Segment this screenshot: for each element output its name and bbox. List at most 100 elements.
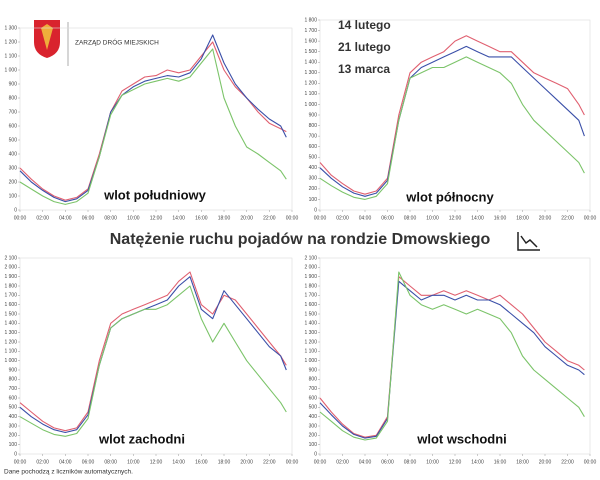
y-tick-label: 1 900 [304, 274, 317, 280]
series-line [319, 45, 585, 197]
y-tick-label: 600 [9, 395, 18, 401]
x-tick-label: 00:00 [314, 459, 327, 465]
series-line [19, 34, 287, 203]
series-line [19, 285, 287, 437]
y-tick-label: 1 100 [4, 349, 17, 355]
x-tick-label: 04:00 [359, 215, 372, 221]
title-icon [517, 232, 540, 251]
y-tick-label: 600 [309, 144, 318, 150]
x-tick-label: 14:00 [471, 215, 484, 221]
x-tick-label: 06:00 [82, 459, 95, 465]
x-tick-label: 14:00 [471, 459, 484, 465]
x-tick-label: 16:00 [195, 215, 208, 221]
y-tick-label: 200 [309, 186, 318, 192]
y-tick-label: 500 [309, 155, 318, 161]
x-tick-label: 06:00 [381, 215, 394, 221]
y-tick-label: 0 [14, 207, 17, 213]
chart-annotation: wlot wschodni [416, 431, 507, 446]
x-tick-label: 16:00 [195, 459, 208, 465]
x-tick-label: 20:00 [240, 215, 253, 221]
x-tick-label: 08:00 [104, 459, 117, 465]
x-tick-label: 18:00 [516, 215, 529, 221]
x-tick-label: 12:00 [150, 215, 163, 221]
y-tick-label: 1 800 [304, 283, 317, 289]
x-tick-label: 10:00 [426, 459, 439, 465]
y-tick-label: 1 700 [304, 28, 317, 34]
y-tick-label: 1 300 [304, 330, 317, 336]
y-tick-label: 100 [9, 442, 18, 448]
y-tick-label: 900 [9, 367, 18, 373]
y-tick-label: 1 700 [304, 293, 317, 299]
y-tick-label: 400 [9, 414, 18, 420]
y-tick-label: 1 200 [4, 339, 17, 345]
x-tick-label: 06:00 [381, 459, 394, 465]
y-tick-label: 1 200 [304, 339, 317, 345]
y-tick-label: 1 500 [304, 311, 317, 317]
y-tick-label: 0 [14, 451, 17, 457]
y-tick-label: 800 [309, 377, 318, 383]
y-tick-label: 1 000 [304, 102, 317, 108]
y-tick-label: 1 200 [304, 81, 317, 87]
y-tick-label: 300 [9, 165, 18, 171]
y-tick-label: 1 200 [4, 39, 17, 45]
y-tick-label: 1 100 [304, 349, 317, 355]
y-tick-label: 100 [309, 442, 318, 448]
x-tick-label: 02:00 [336, 459, 349, 465]
y-tick-label: 1 400 [304, 321, 317, 327]
y-tick-label: 1 500 [304, 49, 317, 55]
x-tick-label: 18:00 [218, 215, 231, 221]
x-tick-label: 14:00 [172, 215, 185, 221]
series-line [319, 271, 585, 441]
y-tick-label: 1 000 [4, 358, 17, 364]
series-line [19, 48, 287, 205]
x-tick-label: 02:00 [36, 215, 49, 221]
x-tick-label: 00:00 [14, 459, 27, 465]
x-tick-label: 00:00 [286, 215, 299, 221]
y-tick-label: 300 [9, 423, 18, 429]
x-tick-label: 08:00 [404, 459, 417, 465]
y-tick-label: 1 800 [304, 17, 317, 23]
series-line [319, 276, 585, 438]
series-line [319, 280, 585, 439]
y-tick-label: 500 [9, 405, 18, 411]
x-tick-label: 00:00 [314, 215, 327, 221]
x-tick-label: 12:00 [449, 459, 462, 465]
y-tick-label: 0 [314, 207, 317, 213]
y-tick-label: 800 [9, 95, 18, 101]
logo-figure [41, 24, 53, 50]
x-tick-label: 22:00 [561, 215, 574, 221]
chart-annotation: wlot zachodni [98, 431, 185, 446]
legend-entry: 21 lutego [338, 40, 391, 54]
legend-entry: 13 marca [338, 62, 390, 76]
x-tick-label: 22:00 [263, 215, 276, 221]
x-tick-label: 16:00 [494, 215, 507, 221]
x-tick-label: 10:00 [426, 215, 439, 221]
series-line [19, 271, 287, 432]
y-tick-label: 100 [309, 197, 318, 203]
x-tick-label: 20:00 [240, 459, 253, 465]
x-tick-label: 14:00 [172, 459, 185, 465]
y-tick-label: 900 [309, 367, 318, 373]
series-line [319, 35, 585, 195]
x-tick-label: 12:00 [449, 215, 462, 221]
x-tick-label: 06:00 [82, 215, 95, 221]
series-line [319, 56, 585, 200]
x-tick-label: 10:00 [127, 215, 140, 221]
y-tick-label: 1 300 [4, 25, 17, 31]
x-tick-label: 22:00 [263, 459, 276, 465]
x-tick-label: 20:00 [539, 459, 552, 465]
y-tick-label: 600 [309, 395, 318, 401]
footnote: Dane pochodzą z liczników automatycznych… [4, 469, 133, 476]
y-tick-label: 1 500 [4, 311, 17, 317]
x-tick-label: 00:00 [584, 215, 597, 221]
x-tick-label: 00:00 [286, 459, 299, 465]
icon-line [520, 235, 538, 248]
y-tick-label: 700 [9, 109, 18, 115]
y-tick-label: 800 [9, 377, 18, 383]
chart-annotation: wlot południowy [103, 187, 207, 202]
x-tick-label: 08:00 [404, 215, 417, 221]
y-tick-label: 200 [9, 179, 18, 185]
icon-axes [517, 232, 540, 251]
